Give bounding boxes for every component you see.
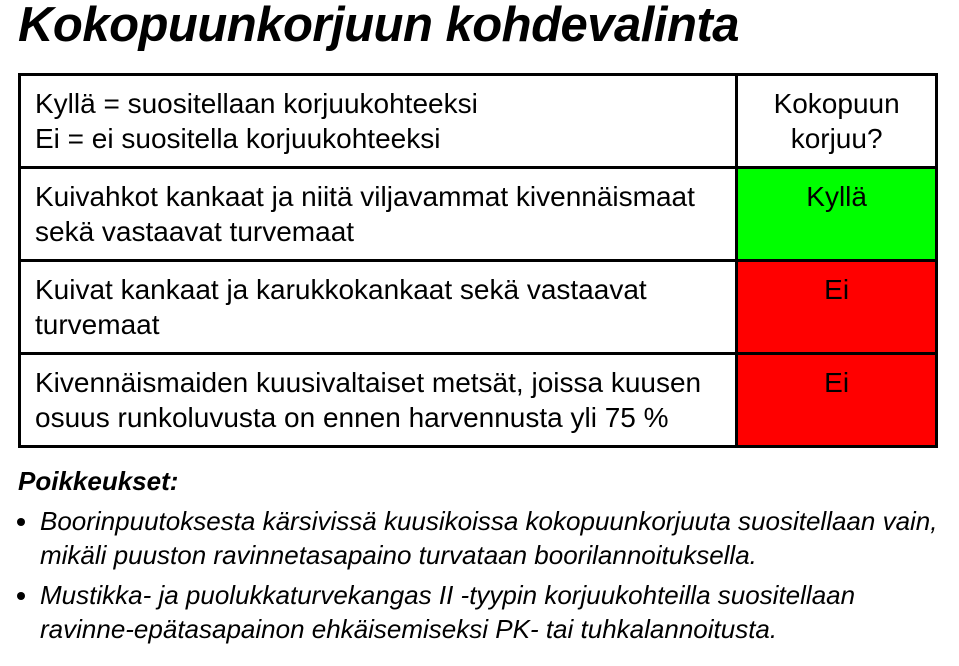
exceptions-title: Poikkeukset: bbox=[18, 466, 941, 497]
row-left-cell: Kuivat kankaat ja karukkokankaat sekä va… bbox=[20, 261, 737, 354]
row-left-cell: Kuivahkot kankaat ja niitä viljavammat k… bbox=[20, 168, 737, 261]
row-right-cell: Ei bbox=[737, 354, 937, 447]
header-right-cell: Kokopuun korjuu? bbox=[737, 75, 937, 168]
slide-title: Kokopuunkorjuun kohdevalinta bbox=[18, 0, 941, 51]
header-right-line2: korjuu? bbox=[752, 121, 921, 156]
row-right-cell: Ei bbox=[737, 261, 937, 354]
table-row: Kuivahkot kankaat ja niitä viljavammat k… bbox=[20, 168, 937, 261]
table-row: Kuivat kankaat ja karukkokankaat sekä va… bbox=[20, 261, 937, 354]
exceptions-item: Boorinpuutoksesta kärsivissä kuusikoissa… bbox=[40, 505, 941, 573]
header-left-cell: Kyllä = suositellaan korjuukohteeksi Ei … bbox=[20, 75, 737, 168]
criteria-table: Kyllä = suositellaan korjuukohteeksi Ei … bbox=[18, 73, 938, 448]
row-left-cell: Kivennäismaiden kuusivaltaiset metsät, j… bbox=[20, 354, 737, 447]
slide: Kokopuunkorjuun kohdevalinta Kyllä = suo… bbox=[0, 0, 959, 666]
header-left-line2: Ei = ei suositella korjuukohteeksi bbox=[35, 121, 721, 156]
exceptions-list: Boorinpuutoksesta kärsivissä kuusikoissa… bbox=[18, 505, 941, 646]
exceptions-item: Mustikka- ja puolukkaturvekangas II -tyy… bbox=[40, 579, 941, 647]
row-right-cell: Kyllä bbox=[737, 168, 937, 261]
exceptions-section: Poikkeukset: Boorinpuutoksesta kärsiviss… bbox=[18, 466, 941, 646]
table-header-row: Kyllä = suositellaan korjuukohteeksi Ei … bbox=[20, 75, 937, 168]
table-row: Kivennäismaiden kuusivaltaiset metsät, j… bbox=[20, 354, 937, 447]
header-right-line1: Kokopuun bbox=[752, 86, 921, 121]
header-left-line1: Kyllä = suositellaan korjuukohteeksi bbox=[35, 86, 721, 121]
